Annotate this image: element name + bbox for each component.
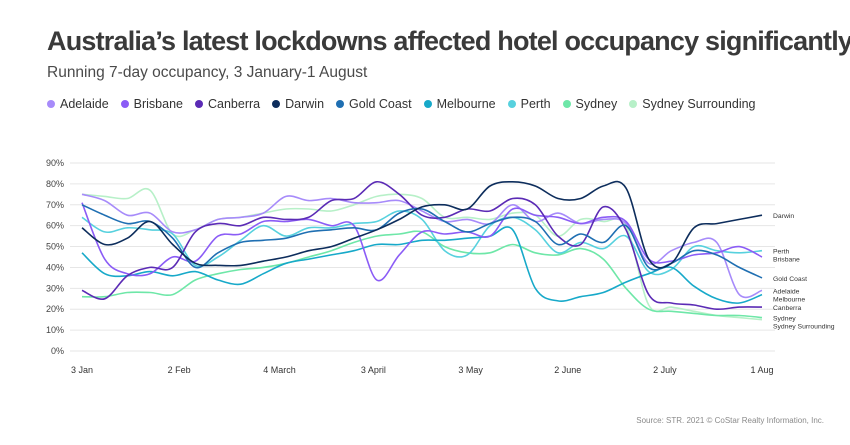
y-tick-label: 50%: [46, 242, 64, 252]
legend-label: Darwin: [285, 97, 325, 111]
legend-item: Sydney Surrounding: [629, 97, 756, 111]
gridlines: [70, 162, 775, 352]
series-end-label: Adelaide: [773, 288, 800, 295]
y-axis-tick-labels: 0% 10% 20% 30% 40% 50% 60% 70% 80% 90%: [46, 158, 64, 356]
x-tick-label: 3 May: [458, 365, 483, 375]
series-end-label: Gold Coast: [773, 276, 807, 283]
legend-label: Brisbane: [133, 97, 183, 111]
legend-item: Canberra: [195, 97, 260, 111]
legend-item: Melbourne: [423, 97, 496, 111]
x-axis-tick-labels: 3 Jan 2 Feb 4 March 3 April 3 May 2 June 2 Jul…: [71, 365, 774, 375]
legend-swatch: [507, 100, 516, 108]
legend-label: Melbourne: [436, 97, 496, 111]
legend-label: Perth: [520, 97, 551, 111]
legend-swatch: [562, 100, 571, 108]
legend-swatch: [629, 100, 638, 108]
legend-swatch: [195, 100, 203, 108]
legend-label: Sydney Surrounding: [642, 97, 756, 111]
y-tick-label: 20%: [46, 304, 64, 314]
series-line-darwin: [81, 180, 763, 269]
x-tick-label: 3 Jan: [71, 365, 93, 375]
y-tick-label: 90%: [46, 158, 64, 168]
x-tick-label: 4 March: [263, 365, 296, 375]
legend-label: Canberra: [208, 97, 261, 111]
legend-swatch: [272, 100, 281, 108]
series-end-label: Perth: [773, 249, 789, 256]
y-tick-label: 70%: [46, 200, 64, 210]
series-line-adelaide: [81, 193, 763, 299]
series-line-canberra: [81, 180, 763, 311]
series-line-gold-coast: [81, 204, 763, 279]
source-note: Source: STR. 2021 © CoStar Realty Inform…: [636, 416, 824, 425]
legend-item: Adelaide: [47, 97, 109, 111]
legend-item: Gold Coast: [336, 97, 412, 111]
y-tick-label: 30%: [46, 283, 64, 293]
legend-label: Sydney: [575, 97, 618, 111]
y-tick-label: 80%: [46, 179, 64, 189]
y-tick-label: 40%: [46, 262, 64, 272]
x-tick-label: 2 June: [554, 365, 581, 375]
x-tick-label: 2 Feb: [168, 365, 191, 375]
x-tick-label: 1 Aug: [750, 365, 773, 375]
legend-swatch: [336, 100, 345, 108]
legend: Adelaide Brisbane Canberra Darwin Gold Coast…: [47, 97, 756, 111]
y-tick-label: 0%: [51, 346, 64, 356]
chart-title: Australia’s latest lockdowns affected ho…: [47, 26, 850, 56]
x-tick-label: 2 July: [653, 365, 677, 375]
y-tick-label: 60%: [46, 221, 64, 231]
series-end-label: Melbourne: [773, 296, 805, 303]
series-end-label: Darwin: [773, 213, 794, 220]
legend-swatch: [423, 100, 432, 108]
legend-label: Adelaide: [60, 97, 109, 111]
legend-swatch: [47, 100, 55, 108]
legend-item: Darwin: [272, 97, 324, 111]
series-end-label: Canberra: [773, 305, 802, 312]
legend-item: Sydney: [562, 97, 618, 111]
legend-item: Brisbane: [120, 97, 183, 111]
x-tick-label: 3 April: [361, 365, 386, 375]
series-end-label: Sydney: [773, 316, 796, 323]
legend-swatch: [120, 100, 129, 108]
legend-label: Gold Coast: [349, 97, 412, 111]
chart-subtitle: Running 7-day occupancy, 3 January-1 Aug…: [47, 64, 368, 81]
series-end-label: Sydney Surrounding: [773, 324, 835, 331]
series-line-perth: [81, 210, 763, 276]
legend-item: Perth: [507, 97, 551, 111]
y-tick-label: 10%: [46, 325, 64, 335]
series-line-melbourne: [81, 226, 763, 304]
series-lines: [81, 180, 763, 321]
series-end-label: Brisbane: [773, 257, 800, 264]
